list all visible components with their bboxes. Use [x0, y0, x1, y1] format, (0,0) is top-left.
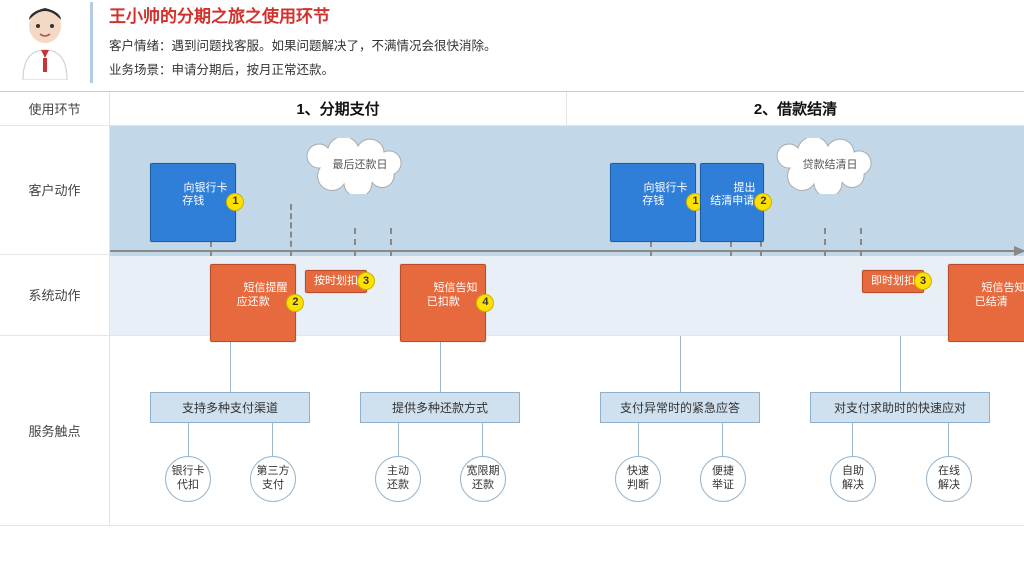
touchpoint-area: 支持多种支付渠道 银行卡 代扣 第三方 支付 提供多种还款方式 主动 还款 宽限…	[110, 336, 1024, 526]
customer-action-area: 最后还款日 向银行卡 存钱 1 贷款结清日 向银行卡	[110, 126, 1024, 256]
node-deposit-2: 向银行卡 存钱 1	[610, 163, 696, 242]
svc-leaf: 宽限期 还款	[460, 456, 506, 502]
svc-leaf: 快速 判断	[615, 456, 661, 502]
svc-leaf: 便捷 举证	[700, 456, 746, 502]
node-sms-remind: 短信提醒 应还款 2	[210, 264, 296, 343]
node-deduct-now: 即时划扣 3	[862, 270, 924, 294]
row-label-customer-system: 客户动作 系统动作	[0, 126, 110, 336]
connector	[230, 336, 231, 392]
row-label-system: 系统动作	[0, 254, 109, 334]
node-deduct-ontime: 按时划扣 3	[305, 270, 367, 294]
node-sms-deducted: 短信告知 已扣款 4	[400, 264, 486, 343]
cloud-last-repay: 最后还款日	[300, 138, 420, 194]
svc-leaf: 在线 解决	[926, 456, 972, 502]
connector	[482, 422, 483, 456]
svc-leaf: 自助 解决	[830, 456, 876, 502]
connector	[852, 422, 853, 456]
tick	[354, 228, 356, 256]
row-label-stage: 使用环节	[0, 92, 110, 126]
svc-leaf: 第三方 支付	[250, 456, 296, 502]
row-label-customer: 客户动作	[0, 126, 109, 255]
page-title: 王小帅的分期之旅之使用环节	[109, 2, 1014, 27]
connector	[900, 336, 901, 392]
badge-icon: 1	[226, 193, 244, 211]
badge-icon: 3	[357, 272, 375, 290]
connector	[398, 422, 399, 456]
connector	[948, 422, 949, 456]
tick	[290, 204, 292, 256]
journey-grid: 使用环节 1、分期支付 2、借款结清 客户动作 系统动作 最后还款日	[0, 91, 1024, 567]
tick	[390, 228, 392, 256]
timeline-arrow-icon	[110, 250, 1024, 252]
tick	[824, 228, 826, 256]
svc-header-2: 提供多种还款方式	[360, 392, 520, 423]
row-label-touchpoint: 服务触点	[0, 336, 110, 526]
svc-header-3: 支付异常时的紧急应答	[600, 392, 760, 423]
node-sms-settled: 短信告知 已结清 4	[948, 264, 1024, 343]
svc-leaf: 主动 还款	[375, 456, 421, 502]
node-deposit-1: 向银行卡 存钱 1	[150, 163, 236, 242]
connector	[272, 422, 273, 456]
cloud-settle-day: 贷款结清日	[770, 138, 890, 194]
tick	[860, 228, 862, 256]
badge-icon: 2	[754, 193, 772, 211]
connector	[680, 336, 681, 392]
badge-icon: 3	[914, 272, 932, 290]
svc-header-1: 支持多种支付渠道	[150, 392, 310, 423]
badge-icon: 2	[286, 294, 304, 312]
system-action-area: 短信提醒 应还款 2 按时划扣 3 短信告知 已扣款 4 即时划扣 3 短信告知…	[110, 256, 1024, 336]
emotion-line: 客户情绪：遇到问题找客服。如果问题解决了，不满情况会很快消除。	[109, 35, 1014, 59]
header: 王小帅的分期之旅之使用环节 客户情绪：遇到问题找客服。如果问题解决了，不满情况会…	[0, 0, 1024, 91]
connector	[188, 422, 189, 456]
badge-icon: 4	[476, 294, 494, 312]
col-header-1: 1、分期支付	[110, 92, 567, 126]
avatar	[10, 2, 80, 82]
connector	[638, 422, 639, 456]
svc-header-4: 对支付求助时的快速应对	[810, 392, 990, 423]
scene-line: 业务场景：申请分期后，按月正常还款。	[109, 59, 1014, 83]
col-header-2: 2、借款结清	[567, 92, 1024, 126]
connector	[440, 336, 441, 392]
connector	[722, 422, 723, 456]
node-apply-settle: 提出 结清申请 2	[700, 163, 764, 242]
svc-leaf: 银行卡 代扣	[165, 456, 211, 502]
